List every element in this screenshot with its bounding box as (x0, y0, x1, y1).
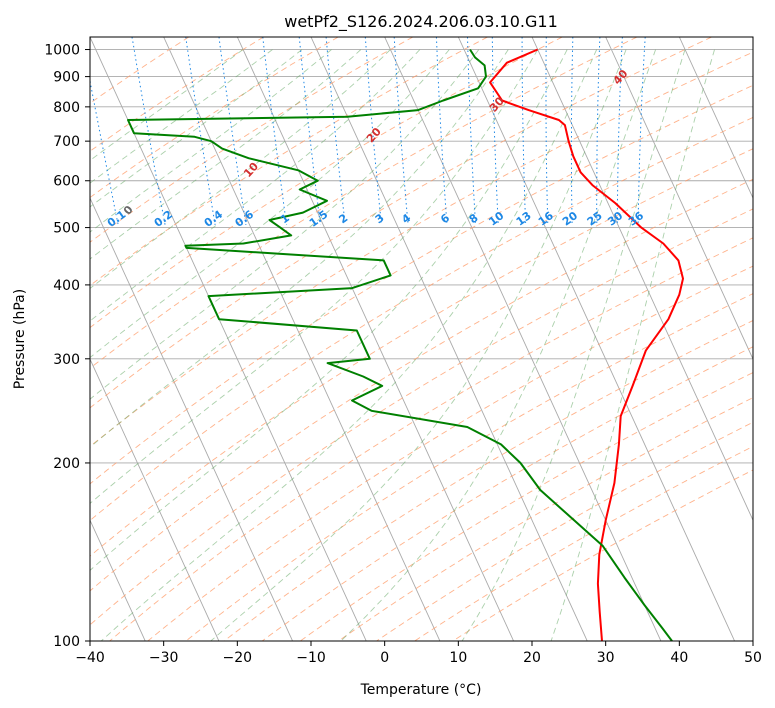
moist-adiabat-line (90, 49, 480, 400)
x-tick-label: −40 (75, 650, 105, 666)
dry-adiabat-line (90, 37, 712, 409)
mixing-ratio-line (262, 37, 288, 225)
x-tick-label: −30 (149, 650, 179, 666)
dry-adiabat-line (90, 51, 753, 447)
isotherms (90, 37, 753, 641)
moist-adiabat-line (90, 49, 332, 233)
isotherm-line (90, 358, 220, 641)
plot-frame (89, 36, 754, 642)
y-tick-label: 700 (53, 134, 80, 150)
dry-adiabat-line (90, 178, 753, 592)
dry-adiabat-line (414, 445, 753, 641)
y-tick-label: 500 (53, 221, 80, 237)
dry-adiabat-line (90, 37, 264, 152)
dry-adiabat-line (90, 37, 638, 369)
moist-adiabat-line (90, 49, 244, 161)
plot-area: 0.10.20.40.611.52346810131620253036-100-… (90, 37, 753, 641)
mixing-ratio-line (218, 37, 247, 225)
data-series (127, 48, 684, 641)
isotherm-line (163, 37, 441, 641)
x-tick-label: 40 (670, 650, 688, 666)
moist-adiabat-line (100, 49, 598, 641)
y-tick-label: 200 (53, 456, 80, 472)
moist-adiabat-line (90, 49, 362, 260)
y-axis: 100 200 300 400 500 600 700 800 900 1000 (44, 43, 90, 650)
temperature-profile-line (489, 48, 684, 641)
dry-adiabat-line (109, 237, 753, 641)
y-tick-label: 600 (53, 174, 80, 190)
mixing-ratio-lines (90, 37, 646, 226)
isotherm-line (531, 37, 753, 522)
moist-adiabat-line (340, 49, 657, 641)
x-tick-label: 30 (597, 650, 615, 666)
isotherm-line (605, 37, 753, 361)
dry-adiabat-line (376, 421, 753, 641)
moist-adiabat-line (210, 49, 627, 641)
isotherm-line (384, 37, 662, 641)
dewpoint-profile-line (127, 48, 673, 641)
moist-adiabat-line (550, 49, 715, 641)
y-tick-label: 800 (53, 100, 80, 116)
dry-adiabat-line (90, 37, 488, 287)
dry-adiabats (90, 37, 753, 641)
dry-adiabat-line (338, 397, 753, 641)
x-tick-label: −20 (223, 650, 253, 666)
y-axis-title: Pressure (hPa) (12, 289, 28, 389)
mixing-ratio-line (131, 37, 166, 225)
y-tick-label: 400 (53, 278, 80, 294)
isotherm-line (90, 37, 367, 641)
dry-adiabat-line (90, 37, 339, 199)
x-tick-label: −10 (296, 650, 326, 666)
isotherm-line (236, 37, 514, 641)
chart-title: wetPf2_S126.2024.206.03.10.G11 (284, 12, 558, 32)
mixing-ratio-line (185, 37, 216, 225)
dry-adiabat-line (185, 293, 753, 641)
x-axis: −40 −30 −20 −10 0 10 20 30 40 50 (75, 641, 762, 666)
y-tick-label: 100 (53, 634, 80, 650)
y-tick-label: 900 (53, 70, 80, 86)
y-tick-label: 300 (53, 352, 80, 368)
x-tick-label: 50 (744, 650, 762, 666)
moist-adiabat-line (90, 49, 509, 448)
moist-adiabat-line (461, 49, 686, 641)
dry-adiabat-line (90, 37, 563, 329)
y-tick-label: 1000 (44, 43, 80, 59)
isotherm-line (678, 37, 753, 200)
dry-adiabat-line (452, 469, 753, 641)
x-axis-title: Temperature (°C) (360, 682, 482, 698)
isotherm-line (457, 37, 735, 641)
x-tick-label: 20 (523, 650, 541, 666)
moist-adiabat-line (90, 49, 273, 184)
isotherm-line (90, 519, 146, 641)
moist-adiabat-line (90, 49, 391, 290)
dry-adiabat-line (223, 320, 753, 641)
moist-adiabat-line (90, 49, 421, 322)
mixing-ratio-line (90, 78, 119, 226)
moist-adiabat-line (90, 49, 450, 359)
moist-adiabats (90, 49, 715, 641)
x-tick-label: 10 (449, 650, 467, 666)
dry-adiabat-line (90, 84, 753, 485)
dry-adiabat-line (300, 372, 753, 641)
dry-adiabat-line (90, 208, 753, 626)
x-tick-label: 0 (380, 650, 389, 666)
isotherm-line (90, 196, 293, 641)
moist-adiabat-line (90, 49, 568, 571)
mixing-ratio-line (298, 37, 321, 225)
dry-adiabat-line (147, 265, 753, 641)
